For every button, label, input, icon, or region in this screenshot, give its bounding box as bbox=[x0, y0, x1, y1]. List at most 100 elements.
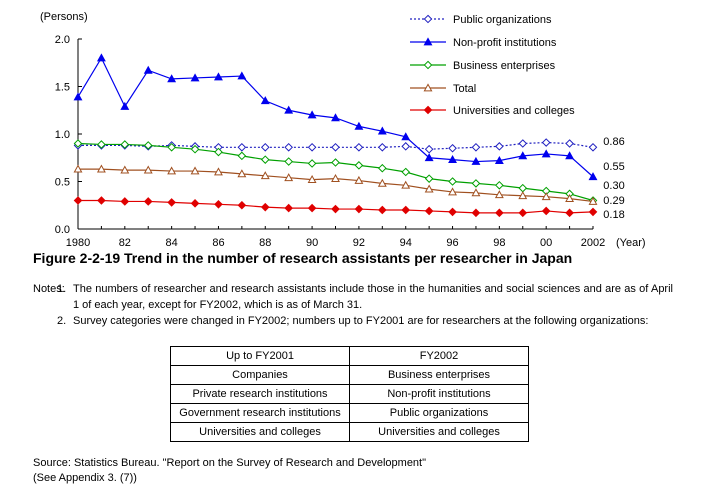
data-point bbox=[448, 155, 457, 164]
x-tick-label: 96 bbox=[446, 237, 458, 249]
data-point bbox=[378, 205, 387, 215]
source-line: Source: Statistics Bureau. "Report on th… bbox=[33, 457, 427, 469]
data-point bbox=[237, 71, 247, 80]
y-tick-label: 1.5 bbox=[55, 82, 70, 94]
note-2-number: 2. bbox=[57, 315, 67, 327]
data-point bbox=[143, 165, 153, 174]
data-point bbox=[143, 65, 153, 74]
x-tick-label: 2002 bbox=[581, 237, 605, 249]
data-point bbox=[237, 142, 247, 152]
data-point bbox=[495, 180, 504, 190]
x-axis-label: (Year) bbox=[616, 237, 646, 249]
data-point bbox=[307, 142, 317, 152]
data-point bbox=[378, 142, 387, 152]
notes-label: Notes: bbox=[33, 283, 65, 295]
data-point bbox=[401, 180, 411, 189]
note-2: 2. Survey categories were changed in FY2… bbox=[33, 313, 673, 329]
data-point bbox=[237, 200, 247, 210]
data-point bbox=[423, 14, 433, 24]
data-point bbox=[448, 177, 457, 186]
series-end-value: 0.18 bbox=[603, 209, 624, 221]
data-point bbox=[167, 166, 177, 175]
data-point bbox=[565, 208, 574, 218]
table-cell: Universities and colleges bbox=[349, 422, 529, 442]
data-point bbox=[73, 164, 83, 173]
data-point bbox=[331, 142, 340, 152]
data-point bbox=[471, 156, 481, 165]
data-point bbox=[424, 144, 434, 154]
appendix-reference: (See Appendix 3. (7)) bbox=[33, 472, 137, 484]
data-point bbox=[284, 157, 293, 166]
table-cell: Public organizations bbox=[349, 403, 529, 423]
table-cell: Universities and colleges bbox=[170, 422, 350, 442]
data-point bbox=[260, 96, 270, 105]
y-tick-label: 2.0 bbox=[55, 34, 70, 46]
data-point bbox=[541, 138, 551, 147]
data-point bbox=[96, 164, 106, 173]
data-point bbox=[588, 196, 598, 205]
data-point bbox=[167, 198, 176, 207]
data-point bbox=[401, 132, 411, 141]
table-header: FY2002 bbox=[349, 346, 529, 366]
data-point bbox=[331, 113, 340, 122]
data-point bbox=[73, 92, 83, 101]
legend-label: Business enterprises bbox=[453, 60, 556, 72]
data-point bbox=[448, 187, 457, 196]
data-point bbox=[284, 142, 293, 152]
series-end-value: 0.30 bbox=[603, 180, 624, 192]
data-point bbox=[423, 83, 433, 92]
note-1-text: The numbers of researcher and research a… bbox=[73, 283, 673, 311]
data-point bbox=[214, 167, 223, 176]
data-point bbox=[260, 202, 270, 212]
table-row: Private research institutions Non-profit… bbox=[170, 384, 529, 404]
table-cell: Private research institutions bbox=[170, 384, 350, 404]
data-point bbox=[143, 141, 153, 150]
data-point bbox=[518, 191, 528, 200]
data-point bbox=[377, 178, 387, 187]
data-point bbox=[97, 196, 106, 205]
data-point bbox=[120, 165, 130, 174]
data-point bbox=[377, 126, 387, 135]
data-point bbox=[190, 166, 200, 175]
data-point bbox=[401, 205, 411, 215]
data-point bbox=[588, 172, 598, 181]
data-point bbox=[260, 142, 270, 152]
line-chart: 0.0 0.5 1.0 1.5 2.0 (Persons) 1980 82 84 86 88 90 92… bbox=[40, 11, 646, 249]
data-point bbox=[423, 37, 433, 46]
data-point bbox=[495, 142, 504, 151]
data-point bbox=[494, 190, 504, 199]
x-tick-label: 1980 bbox=[66, 237, 90, 249]
legend-label: Universities and colleges bbox=[453, 105, 575, 117]
data-point bbox=[424, 184, 434, 193]
data-point bbox=[424, 206, 434, 216]
data-point bbox=[331, 174, 340, 183]
data-point bbox=[167, 142, 176, 152]
data-point bbox=[354, 121, 364, 130]
data-point bbox=[518, 208, 528, 218]
series-universities-and-colleges: 0.18 bbox=[73, 196, 625, 221]
data-point bbox=[565, 139, 574, 148]
data-point bbox=[214, 72, 223, 81]
table-header: Up to FY2001 bbox=[170, 346, 350, 366]
x-tick-label: 86 bbox=[212, 237, 224, 249]
notes-block: Notes: 1. The numbers of researcher and … bbox=[33, 281, 673, 329]
data-point bbox=[284, 173, 294, 182]
legend-label: Total bbox=[453, 83, 476, 95]
data-point bbox=[354, 175, 364, 184]
category-table: Up to FY2001 FY2002 Companies Business e… bbox=[170, 346, 529, 442]
series-end-value: 0.29 bbox=[603, 195, 624, 207]
data-point bbox=[588, 207, 598, 217]
note-1-number: 1. bbox=[57, 283, 67, 295]
chart-legend: Public organizations Non-profit instituti… bbox=[410, 14, 575, 117]
x-tick-label: 94 bbox=[400, 237, 412, 249]
data-point bbox=[331, 158, 340, 167]
data-point bbox=[307, 159, 317, 168]
table-row: Government research institutions Public … bbox=[170, 403, 529, 423]
x-tick-label: 88 bbox=[259, 237, 271, 249]
data-point bbox=[237, 151, 247, 161]
data-point bbox=[284, 105, 294, 114]
data-point bbox=[541, 149, 551, 158]
data-point bbox=[307, 203, 317, 213]
data-point bbox=[214, 147, 223, 157]
y-tick-label: 1.0 bbox=[55, 129, 70, 141]
